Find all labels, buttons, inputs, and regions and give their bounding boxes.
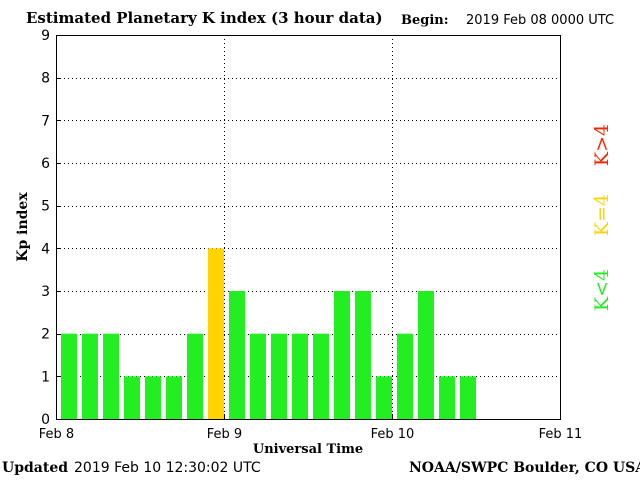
bars: [61, 248, 476, 419]
kp-bar: [208, 248, 224, 419]
y-tick-label: 1: [41, 369, 50, 385]
y-tick-label: 0: [41, 412, 50, 428]
y-tick-label: 8: [41, 71, 50, 87]
kp-bar: [292, 333, 308, 419]
x-tick-label: Feb 11: [539, 427, 583, 442]
chart-title: Estimated Planetary K index (3 hour data…: [26, 9, 383, 27]
x-tick-label: Feb 9: [207, 427, 242, 442]
y-tick-label: 4: [41, 241, 50, 257]
kp-bar: [397, 333, 413, 419]
y-tick-label: 3: [41, 284, 50, 300]
y-tick-label: 9: [41, 28, 50, 44]
y-axis-label: Kp index: [15, 192, 31, 262]
kp-bar: [187, 333, 203, 419]
x-tick-label: Feb 8: [39, 427, 74, 442]
x-tick-label: Feb 10: [371, 427, 415, 442]
kp-bar: [103, 333, 119, 419]
credit-text: NOAA/SWPC Boulder, CO USA: [409, 460, 640, 476]
kp-bar: [124, 376, 140, 419]
ticks: 0 1 2 3 4 5 6 7 8 9 Feb 8 Feb 9 Feb 10 Feb 11: [39, 28, 583, 442]
legend: K>4 K=4 K<4: [591, 124, 613, 311]
legend-item: K=4: [591, 194, 613, 236]
kp-bar: [61, 333, 77, 419]
kp-bar: [82, 333, 98, 419]
begin-value: 2019 Feb 08 0000 UTC: [466, 13, 615, 28]
legend-item: K<4: [591, 269, 613, 311]
kp-bar: [460, 376, 476, 419]
kp-bar: [439, 376, 455, 419]
x-axis-label: Universal Time: [253, 442, 363, 457]
kp-bar: [166, 376, 182, 419]
kp-bar: [271, 333, 287, 419]
begin-label: Begin:: [401, 13, 449, 28]
y-tick-label: 5: [41, 199, 50, 215]
updated-label: Updated: [2, 460, 69, 476]
legend-item: K>4: [591, 124, 613, 166]
kp-bar: [376, 376, 392, 419]
y-tick-label: 7: [41, 113, 50, 129]
kp-bar: [313, 333, 329, 419]
y-tick-label: 6: [41, 156, 50, 172]
y-tick-label: 2: [41, 327, 50, 343]
kp-bar: [334, 291, 350, 419]
kp-bar: [250, 333, 266, 419]
kp-bar: [145, 376, 161, 419]
kp-bar: [229, 291, 245, 419]
kp-bar: [418, 291, 434, 419]
kp-bar: [355, 291, 371, 419]
updated-value: 2019 Feb 10 12:30:02 UTC: [74, 460, 261, 476]
plot-frame: [56, 35, 561, 420]
